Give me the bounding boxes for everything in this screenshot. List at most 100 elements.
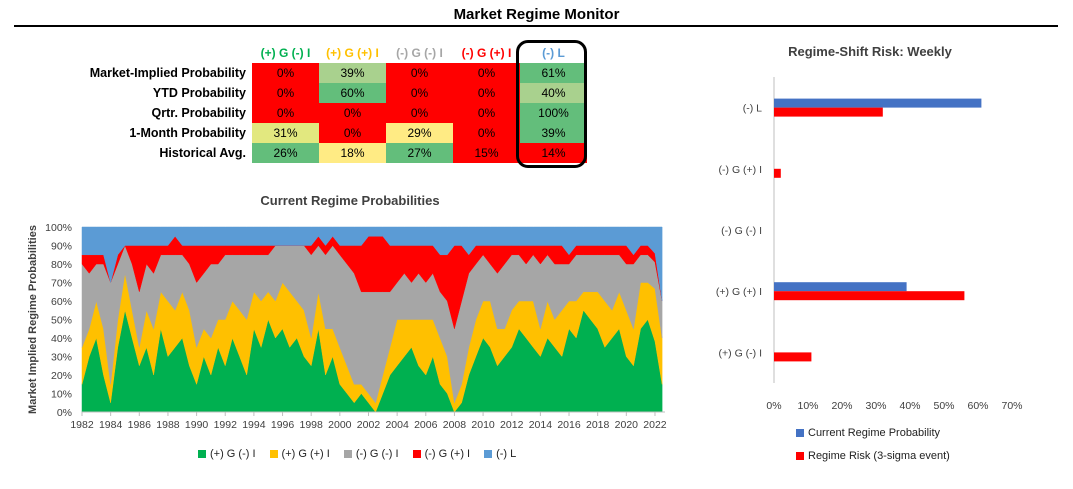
x-tick-label: 2014 — [529, 419, 553, 431]
y-tick-label: 20% — [51, 370, 72, 382]
legend-label: (-) G (-) I — [355, 448, 399, 460]
area-chart-title: Current Regime Probabilities — [260, 193, 440, 208]
table-cell: 27% — [386, 143, 453, 163]
x-tick-label: 2018 — [586, 419, 610, 431]
x-tick-label: 30% — [865, 400, 886, 412]
x-tick-label: 1984 — [99, 419, 123, 431]
bar-chart-legend: Current Regime Probability Regime Risk (3… — [796, 427, 950, 473]
bar-1-3 — [774, 291, 965, 301]
bar-0-0 — [774, 98, 982, 108]
table-cell: 39% — [319, 63, 386, 83]
table-row: Qrtr. Probability 0% 0% 0% 0% 100% — [70, 103, 587, 123]
x-tick-label: 1988 — [156, 419, 180, 431]
legend-label: (-) L — [496, 448, 517, 460]
legend-item: (+) G (-) I — [198, 448, 256, 460]
table-cell: 0% — [453, 63, 520, 83]
x-tick-label: 2010 — [471, 419, 495, 431]
y-tick-label: 90% — [51, 241, 72, 253]
table-cell: 14% — [520, 143, 587, 163]
table-cell: 61% — [520, 63, 587, 83]
x-tick-label: 40% — [899, 400, 920, 412]
legend-item: (+) G (+) I — [269, 448, 330, 460]
table-header-2: (-) G (-) I — [396, 46, 443, 60]
x-tick-label: 70% — [1001, 400, 1022, 412]
table-header-3: (-) G (+) I — [461, 46, 512, 60]
legend-item: Current Regime Probability — [796, 427, 950, 439]
x-tick-label: 50% — [933, 400, 954, 412]
table-header-4: (-) L — [542, 46, 565, 60]
x-tick-label: 1990 — [185, 419, 209, 431]
x-tick-label: 1996 — [271, 419, 295, 431]
category-label: (-) G (-) I — [721, 225, 762, 237]
table-cell: 18% — [319, 143, 386, 163]
bar-0-3 — [774, 282, 907, 292]
bar-chart-title: Regime-Shift Risk: Weekly — [788, 44, 952, 59]
legend-label: Current Regime Probability — [808, 427, 941, 439]
y-tick-label: 30% — [51, 352, 72, 364]
highlight-ring — [516, 40, 587, 168]
legend-swatch — [484, 450, 493, 458]
row-label: Qrtr. Probability — [151, 106, 246, 120]
legend-item: (-) L — [484, 448, 516, 460]
table-cell: 40% — [520, 83, 587, 103]
bar-1-4 — [774, 352, 812, 362]
x-tick-label: 1986 — [128, 419, 152, 431]
regime-probability-table: (+) G (-) I (+) G (+) I (-) G (-) I (-) G (… — [70, 43, 587, 163]
x-tick-label: 2000 — [328, 419, 352, 431]
category-label: (+) G (-) I — [719, 347, 762, 359]
table-header-0: (+) G (-) I — [260, 46, 311, 60]
table-cell: 0% — [252, 103, 319, 123]
x-tick-label: 2012 — [500, 419, 524, 431]
legend-swatch — [198, 450, 206, 458]
y-tick-label: 0% — [57, 407, 72, 419]
x-tick-label: 10% — [797, 400, 818, 412]
x-tick-label: 2022 — [643, 419, 667, 431]
table-cell: 0% — [319, 123, 386, 143]
legend-swatch — [343, 450, 352, 458]
row-label: Historical Avg. — [159, 146, 246, 160]
page-title: Market Regime Monitor — [453, 6, 620, 23]
legend-item: (-) G (+) I — [412, 448, 471, 460]
y-tick-label: 40% — [51, 333, 72, 345]
legend-label: (-) G (+) I — [424, 448, 471, 460]
bar-1-1 — [774, 168, 781, 178]
y-tick-label: 80% — [51, 259, 72, 271]
table-row: Market-Implied Probability 0% 39% 0% 0% 61% — [70, 63, 587, 83]
area-series-4 — [81, 226, 663, 302]
legend-label: Regime Risk (3-sigma event) — [808, 450, 950, 462]
row-label: 1-Month Probability — [129, 126, 246, 140]
x-tick-label: 20% — [831, 400, 852, 412]
table-cell: 0% — [319, 103, 386, 123]
table-cell: 39% — [520, 123, 587, 143]
bar-1-0 — [774, 107, 883, 117]
legend-swatch — [412, 450, 421, 458]
legend-label: (+) G (+) I — [281, 448, 330, 460]
table-row: Historical Avg. 26% 18% 27% 15% 14% — [70, 143, 587, 163]
table-cell: 31% — [252, 123, 319, 143]
legend-item: (-) G (-) I — [343, 448, 399, 460]
table-cell: 26% — [252, 143, 319, 163]
category-label: (-) G (+) I — [719, 164, 762, 176]
table-header-1: (+) G (+) I — [326, 46, 379, 60]
legend-item: Regime Risk (3-sigma event) — [796, 450, 950, 462]
legend-label: (+) G (-) I — [210, 448, 256, 460]
x-tick-label: 1992 — [214, 419, 238, 431]
x-tick-label: 1982 — [70, 419, 94, 431]
table-cell: 0% — [386, 63, 453, 83]
table-cell: 29% — [386, 123, 453, 143]
table-cell: 0% — [252, 83, 319, 103]
table-cell: 100% — [520, 103, 587, 123]
table-cell: 15% — [453, 143, 520, 163]
x-tick-label: 1994 — [242, 419, 266, 431]
regime-area-chart: 0% 10% 20% 30% 40% 50% 60% 70% 80% 90% 100% Market … — [27, 222, 667, 431]
row-label: Market-Implied Probability — [89, 66, 246, 80]
x-tick-label: 2016 — [557, 419, 581, 431]
category-label: (+) G (+) I — [716, 286, 762, 298]
table-cell: 0% — [252, 63, 319, 83]
legend-swatch — [269, 450, 278, 458]
y-tick-label: 50% — [51, 315, 72, 327]
row-label: YTD Probability — [152, 86, 246, 100]
x-tick-label: 2008 — [443, 419, 467, 431]
table-cell: 0% — [386, 103, 453, 123]
title-divider — [14, 25, 1058, 27]
